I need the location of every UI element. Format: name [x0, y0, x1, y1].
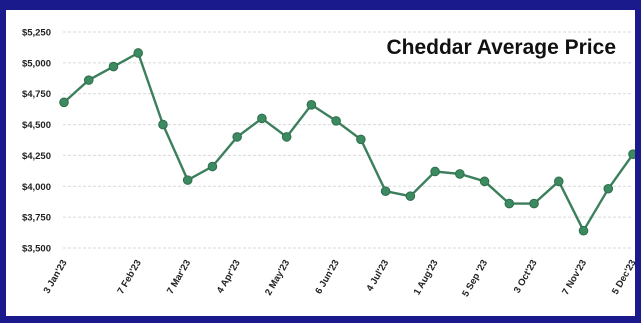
- data-point: [430, 166, 440, 177]
- data-point: [529, 198, 539, 209]
- data-point: [306, 100, 317, 110]
- x-tick-label: 7 Mar'23: [165, 258, 193, 296]
- x-tick-label: 7 Feb'23: [115, 258, 143, 296]
- x-tick-label: 4 Apr'23: [215, 258, 243, 295]
- data-point: [182, 175, 193, 185]
- y-tick-label: $3,500: [22, 244, 51, 255]
- data-point: [504, 198, 515, 209]
- data-point: [405, 191, 416, 201]
- data-point: [59, 97, 69, 108]
- data-point: [479, 176, 490, 187]
- data-point: [331, 116, 341, 126]
- x-tick-label: 3 Jan'23: [42, 258, 70, 296]
- x-tick-label: 7 Nov'23: [560, 258, 589, 297]
- y-tick-label: $4,750: [22, 89, 51, 100]
- y-tick-label: $3,750: [22, 213, 51, 224]
- line-chart: $3,500 $3,750 $4,000 $4,250 $4,500 $4,750 $5,0…: [22, 28, 635, 299]
- x-tick-label: 5 Dec'23: [610, 258, 635, 297]
- data-point: [628, 149, 635, 159]
- data-point: [232, 132, 242, 142]
- x-tick-label: 5 Sep '23: [460, 258, 490, 299]
- data-point: [257, 113, 267, 124]
- chart-title: Cheddar Average Price: [386, 36, 616, 59]
- data-point: [356, 134, 366, 145]
- data-point: [207, 161, 218, 172]
- y-tick-label: $4,250: [22, 151, 51, 162]
- data-point: [133, 48, 144, 58]
- y-tick-label: $5,250: [22, 28, 51, 39]
- chart-panel: $3,500 $3,750 $4,000 $4,250 $4,500 $4,750 $5,0…: [6, 10, 635, 316]
- y-tick-label: $5,000: [22, 58, 51, 69]
- series-line: [63, 51, 634, 232]
- y-tick-label: $4,000: [22, 182, 51, 193]
- x-tick-label: 4 Jul'23: [364, 258, 391, 293]
- data-point: [455, 169, 465, 179]
- x-tick-label: 3 Oct'23: [512, 258, 540, 295]
- data-point: [281, 132, 292, 142]
- data-point: [108, 61, 119, 72]
- x-tick-label: 2 May'23: [263, 258, 292, 297]
- x-tick-label: 6 Jun'23: [313, 258, 341, 296]
- data-point: [603, 183, 614, 194]
- data-point: [578, 225, 589, 236]
- data-point: [158, 119, 168, 130]
- data-point: [380, 186, 391, 197]
- data-point: [83, 75, 94, 85]
- data-point: [553, 176, 564, 187]
- x-tick-label: 1 Aug'23: [412, 258, 441, 297]
- y-tick-label: $4,500: [22, 120, 51, 131]
